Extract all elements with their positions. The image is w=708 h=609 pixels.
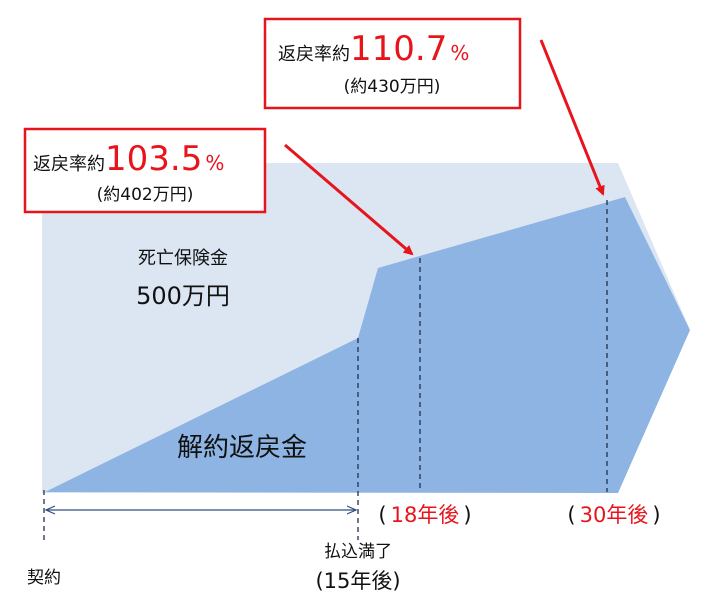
paid-up-label: 払込満了 xyxy=(324,542,392,562)
svg-text:返戻率約103.5%: 返戻率約103.5% xyxy=(33,139,224,179)
paren: ( xyxy=(378,503,386,527)
start-label: 契約 xyxy=(27,568,61,588)
paren: ) xyxy=(652,503,660,527)
callout-unit: % xyxy=(450,41,469,65)
marker-label: (30年後) xyxy=(567,503,660,527)
callout-rate: 103.5 xyxy=(105,139,202,179)
callout-arrow xyxy=(284,143,414,256)
callout-prefix: 返戻率約 xyxy=(33,154,105,175)
callout-unit: % xyxy=(205,151,224,175)
guide-lines xyxy=(43,200,608,540)
surrender-area xyxy=(45,197,690,493)
callout-prefix: 返戻率約 xyxy=(278,44,350,65)
marker-year: 30年後 xyxy=(580,503,649,527)
svg-text:返戻率約110.7%: 返戻率約110.7% xyxy=(278,29,469,69)
callout-rate: 110.7 xyxy=(350,29,447,69)
callout-arrow xyxy=(539,39,605,196)
callout-amount: (約430万円) xyxy=(344,77,441,97)
paren: ( xyxy=(567,503,575,527)
callout: 返戻率約110.7% (約430万円) xyxy=(263,17,522,110)
death-benefit-amount: 500万円 xyxy=(136,282,230,310)
paren: ) xyxy=(463,503,471,527)
surrender-label: 解約返戻金 xyxy=(177,433,307,463)
death-benefit-label: 死亡保険金 xyxy=(138,248,228,269)
callout: 返戻率約103.5% (約402万円) xyxy=(23,127,267,214)
paid-up-year: (15年後) xyxy=(315,569,400,593)
callout-amount: (約402万円) xyxy=(97,185,194,205)
marker-label: (18年後) xyxy=(378,503,471,527)
marker-year: 18年後 xyxy=(391,503,460,527)
